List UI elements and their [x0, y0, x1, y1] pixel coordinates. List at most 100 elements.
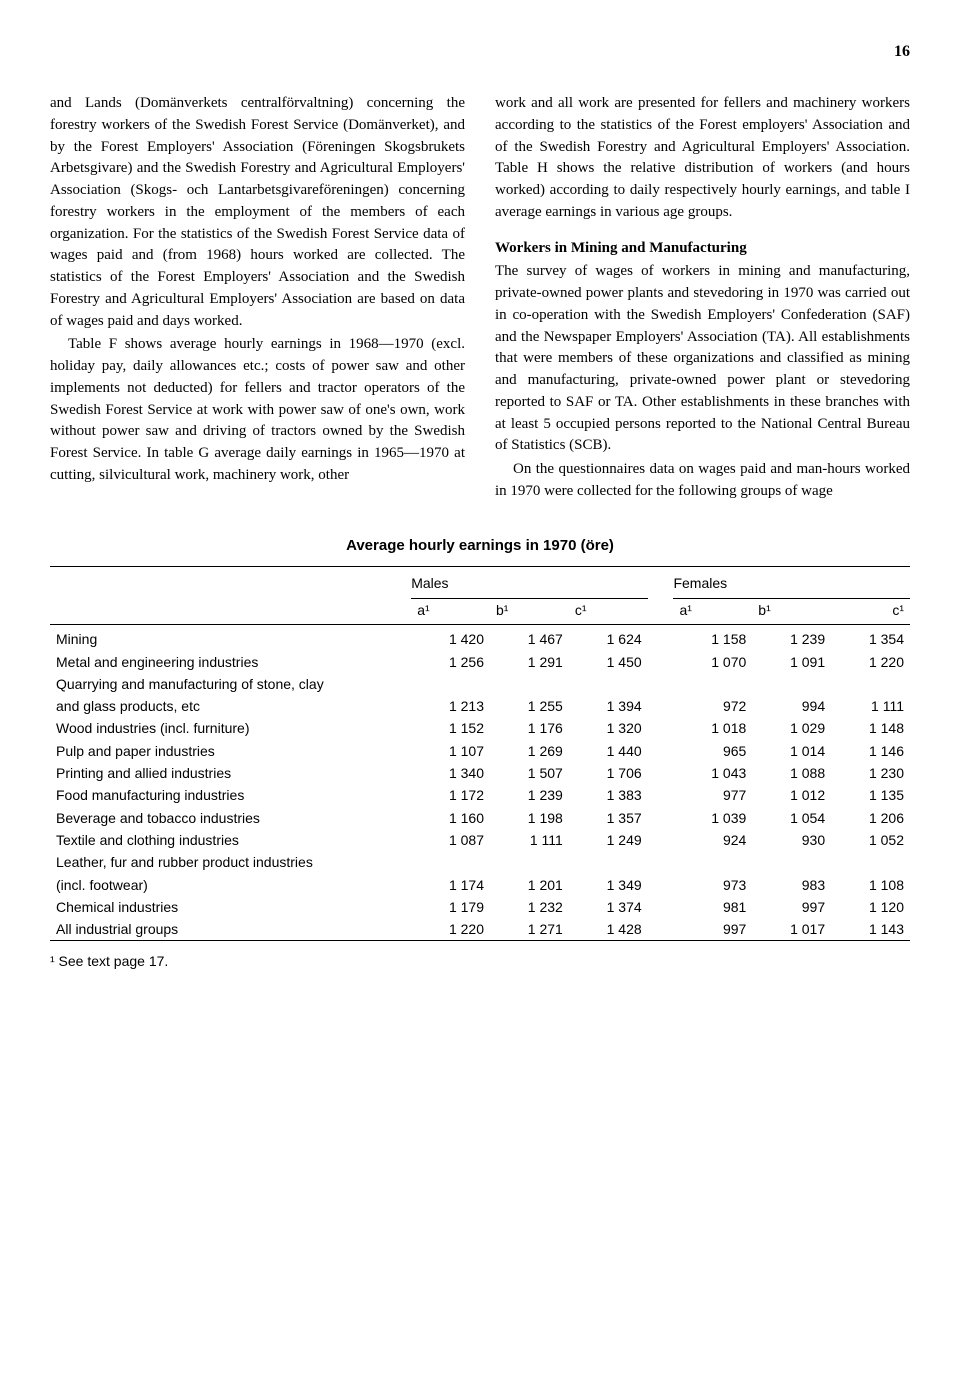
value-cell: 1 174 [411, 874, 490, 896]
right-column: work and all work are presented for fell… [495, 93, 910, 505]
row-label: Wood industries (incl. furniture) [50, 717, 411, 739]
value-cell: 930 [752, 829, 831, 851]
value-cell [673, 851, 752, 873]
value-cell [411, 851, 490, 873]
col-a1-males: a¹ [411, 598, 490, 624]
value-cell: 1 394 [569, 695, 648, 717]
value-cell [569, 673, 648, 695]
value-cell: 1 088 [752, 762, 831, 784]
value-cell: 1 507 [490, 762, 569, 784]
left-column: and Lands (Domänverkets centralförvaltni… [50, 93, 465, 505]
value-cell: 981 [673, 896, 752, 918]
value-cell: 994 [752, 695, 831, 717]
value-cell: 1 420 [411, 625, 490, 651]
table-group-header-row: Males Females [50, 567, 910, 598]
value-cell [831, 851, 910, 873]
row-label: All industrial groups [50, 918, 411, 941]
value-cell: 1 017 [752, 918, 831, 941]
row-label: Beverage and tobacco industries [50, 807, 411, 829]
value-cell: 1 107 [411, 740, 490, 762]
spacer-cell [648, 896, 674, 918]
value-cell: 1 148 [831, 717, 910, 739]
value-cell [831, 673, 910, 695]
table-title: Average hourly earnings in 1970 (öre) [50, 535, 910, 557]
value-cell: 1 349 [569, 874, 648, 896]
page-number: 16 [50, 40, 910, 63]
spacer-cell [648, 829, 674, 851]
value-cell: 1 039 [673, 807, 752, 829]
value-cell: 997 [752, 896, 831, 918]
col-b1-females: b¹ [752, 598, 831, 624]
value-cell [490, 851, 569, 873]
value-cell: 1 428 [569, 918, 648, 941]
value-cell: 1 374 [569, 896, 648, 918]
value-cell: 965 [673, 740, 752, 762]
value-cell: 1 179 [411, 896, 490, 918]
row-label: Quarrying and manufacturing of stone, cl… [50, 673, 411, 695]
spacer-cell [648, 673, 674, 695]
value-cell [752, 673, 831, 695]
value-cell: 1 172 [411, 784, 490, 806]
value-cell: 1 176 [490, 717, 569, 739]
col-c1-males: c¹ [569, 598, 648, 624]
spacer-cell [648, 807, 674, 829]
value-cell: 924 [673, 829, 752, 851]
spacer-cell [648, 918, 674, 941]
table-row: Leather, fur and rubber product industri… [50, 851, 910, 873]
row-label: Mining [50, 625, 411, 651]
table-row: All industrial groups1 2201 2711 4289971… [50, 918, 910, 941]
value-cell: 1 012 [752, 784, 831, 806]
spacer-cell [648, 625, 674, 651]
value-cell: 1 052 [831, 829, 910, 851]
value-cell: 1 440 [569, 740, 648, 762]
row-label: Chemical industries [50, 896, 411, 918]
value-cell: 1 043 [673, 762, 752, 784]
col-c1-females: c¹ [831, 598, 910, 624]
value-cell: 1 624 [569, 625, 648, 651]
table-row: Beverage and tobacco industries1 1601 19… [50, 807, 910, 829]
table-row: and glass products, etc1 2131 2551 39497… [50, 695, 910, 717]
spacer-cell [648, 740, 674, 762]
value-cell: 1 201 [490, 874, 569, 896]
spacer-cell [648, 717, 674, 739]
value-cell: 1 160 [411, 807, 490, 829]
value-cell: 997 [673, 918, 752, 941]
spacer-cell [648, 695, 674, 717]
value-cell: 1 230 [831, 762, 910, 784]
females-header: Females [673, 567, 910, 598]
value-cell: 1 706 [569, 762, 648, 784]
value-cell: 977 [673, 784, 752, 806]
value-cell: 1 029 [752, 717, 831, 739]
value-cell: 1 450 [569, 651, 648, 673]
right-paragraph-1: work and all work are presented for fell… [495, 93, 910, 224]
row-label: Leather, fur and rubber product industri… [50, 851, 411, 873]
table-row: Pulp and paper industries1 1071 2691 440… [50, 740, 910, 762]
value-cell: 1 467 [490, 625, 569, 651]
row-label: Metal and engineering industries [50, 651, 411, 673]
value-cell: 1 152 [411, 717, 490, 739]
value-cell: 1 108 [831, 874, 910, 896]
table-row: Wood industries (incl. furniture)1 1521 … [50, 717, 910, 739]
value-cell: 973 [673, 874, 752, 896]
table-row: Metal and engineering industries1 2561 2… [50, 651, 910, 673]
table-row: Food manufacturing industries1 1721 2391… [50, 784, 910, 806]
value-cell: 1 239 [752, 625, 831, 651]
footnote: ¹ See text page 17. [50, 951, 910, 971]
value-cell: 1 357 [569, 807, 648, 829]
row-label: (incl. footwear) [50, 874, 411, 896]
value-cell: 1 249 [569, 829, 648, 851]
value-cell: 1 018 [673, 717, 752, 739]
value-cell: 1 070 [673, 651, 752, 673]
value-cell [752, 851, 831, 873]
value-cell: 983 [752, 874, 831, 896]
spacer-cell [648, 851, 674, 873]
value-cell: 1 014 [752, 740, 831, 762]
value-cell: 1 383 [569, 784, 648, 806]
value-cell: 1 255 [490, 695, 569, 717]
value-cell: 1 269 [490, 740, 569, 762]
value-cell: 1 146 [831, 740, 910, 762]
table-row: Chemical industries1 1791 2321 374981997… [50, 896, 910, 918]
value-cell: 1 054 [752, 807, 831, 829]
table-sub-header-row: a¹ b¹ c¹ a¹ b¹ c¹ [50, 598, 910, 624]
males-header: Males [411, 567, 647, 598]
